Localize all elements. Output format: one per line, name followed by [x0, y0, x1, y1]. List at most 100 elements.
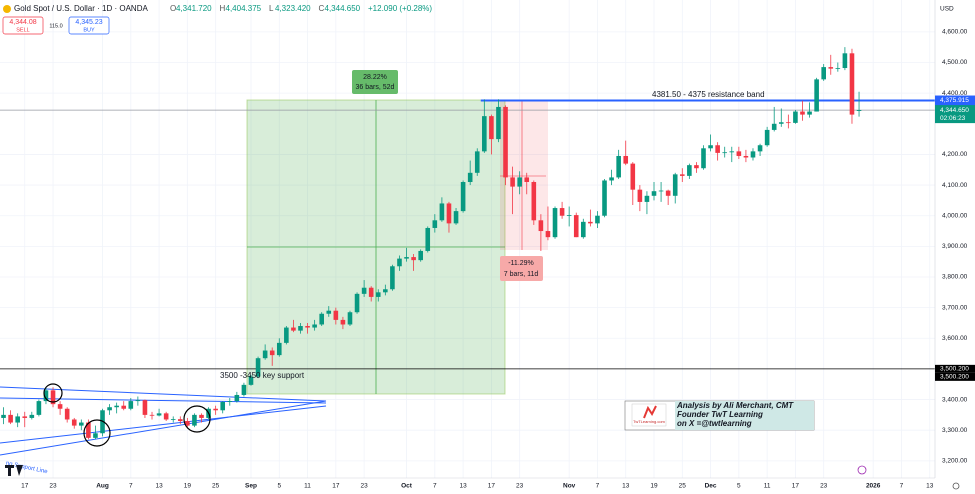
- header-value: 4,344.650: [325, 4, 361, 13]
- candle-body: [29, 414, 35, 418]
- candle-body: [531, 182, 537, 221]
- candle-body: [517, 177, 522, 187]
- x-tick-label: 25: [212, 483, 220, 490]
- y-tick-label: 3,800.00: [942, 274, 968, 281]
- candle-body: [15, 416, 20, 423]
- candle-body: [559, 208, 565, 216]
- header-key: C: [319, 4, 325, 13]
- x-tick-label: 17: [332, 483, 340, 490]
- y-tick-label: 4,400.00: [942, 90, 968, 97]
- x-tick-label: 2026: [866, 483, 881, 490]
- x-tick-label: 17: [21, 483, 29, 490]
- candle-body: [439, 203, 445, 221]
- candle-body: [347, 312, 353, 325]
- price-tag-label: 3,500.200: [940, 366, 969, 373]
- candle-body: [616, 155, 621, 178]
- candle-body: [679, 174, 685, 176]
- candle-body: [778, 122, 784, 124]
- candle-body: [397, 258, 402, 267]
- candle-body: [722, 152, 728, 154]
- candle-body: [771, 123, 777, 130]
- candle-body: [227, 401, 233, 403]
- sell-button[interactable]: [2, 16, 44, 35]
- x-tick-label: 17: [488, 483, 496, 490]
- price-tag-label: 3,500.200: [940, 374, 969, 381]
- candle-body: [114, 405, 119, 408]
- candle-body: [185, 421, 190, 426]
- candle-body: [305, 326, 310, 328]
- candle-body: [156, 413, 162, 416]
- x-tick-label: 7: [129, 483, 133, 490]
- y-tick-label: 4,500.00: [942, 59, 968, 66]
- x-tick-label: 23: [820, 483, 828, 490]
- logo-icon: [643, 405, 657, 419]
- symbol-icon: [3, 5, 11, 13]
- candle-body: [368, 287, 374, 297]
- x-tick-label: 19: [650, 483, 658, 490]
- settings-icon[interactable]: [952, 482, 960, 490]
- y-tick-label: 3,200.00: [942, 458, 968, 465]
- candle-body: [602, 180, 607, 216]
- candle-body: [404, 257, 409, 259]
- candle-body: [411, 257, 416, 261]
- candle-body: [375, 292, 381, 297]
- tv-logo: [5, 465, 23, 476]
- support-label: 3500 -3450 key support: [220, 371, 305, 380]
- candle-body: [43, 390, 49, 402]
- candle-body: [192, 414, 197, 426]
- candle-body: [496, 106, 501, 140]
- candle-body: [658, 190, 664, 192]
- candle-body: [474, 151, 480, 173]
- candle-body: [213, 408, 218, 411]
- x-tick-label: 11: [304, 483, 311, 490]
- candle-body: [524, 177, 530, 183]
- candle-body: [595, 215, 600, 224]
- credit-line: on X =@twtlearning: [677, 419, 752, 428]
- candle-body: [57, 404, 63, 409]
- candle-body: [757, 145, 763, 152]
- trend-line: [0, 386, 327, 402]
- x-tick-label: 5: [737, 483, 741, 490]
- header-value: 4,323.420: [275, 4, 311, 13]
- candle-body: [842, 53, 848, 69]
- candle-body: [453, 211, 459, 224]
- x-tick-label: Dec: [705, 483, 717, 490]
- spread: 115.0: [49, 23, 62, 29]
- price-tag: [935, 364, 975, 373]
- x-tick-label: Oct: [401, 483, 413, 490]
- candle-body: [121, 405, 127, 409]
- buy-button[interactable]: [68, 16, 110, 35]
- candle-body: [177, 419, 183, 422]
- buy-price: 4,345.23: [75, 19, 102, 26]
- y-tick-label: 4,200.00: [942, 151, 968, 158]
- x-tick-label: 11: [764, 483, 771, 490]
- x-tick-label: 7: [900, 483, 904, 490]
- candle-body: [340, 319, 346, 325]
- candle-body: [354, 293, 360, 313]
- sell-price: 4,344.08: [9, 19, 36, 26]
- x-tick-label: 19: [184, 483, 192, 490]
- x-tick-label: 7: [433, 483, 437, 490]
- candle-body: [672, 174, 678, 196]
- candle-body: [312, 324, 317, 328]
- candle-body: [269, 350, 275, 356]
- candle-body: [79, 422, 84, 426]
- event-icon: [857, 465, 867, 475]
- candle-body: [276, 342, 282, 356]
- candle-body: [814, 79, 819, 112]
- candle-body: [390, 266, 395, 290]
- credit-line: Analysis by Ali Merchant, CMT: [676, 401, 794, 410]
- candle-body: [503, 106, 508, 178]
- candle-body: [418, 250, 423, 261]
- measure-up-pct: 28.22%: [363, 74, 387, 81]
- candle-body: [36, 401, 42, 415]
- x-tick-label: 13: [926, 483, 934, 490]
- candle-body: [1, 414, 6, 418]
- price-tag: [935, 105, 975, 124]
- measure-up-label-box: [352, 70, 398, 94]
- candle-body: [793, 111, 798, 123]
- currency: USD: [940, 6, 954, 13]
- credit-box-fill: [675, 401, 814, 430]
- y-tick-label: 3,900.00: [942, 243, 968, 250]
- y-tick-label: 3,700.00: [942, 304, 968, 311]
